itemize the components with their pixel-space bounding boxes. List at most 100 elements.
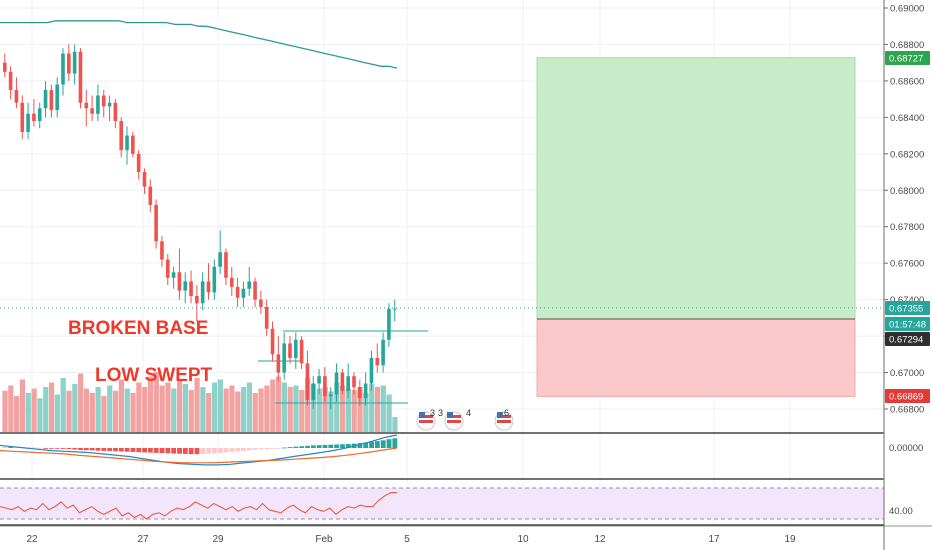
candle-body [259, 299, 263, 307]
volume-bar [386, 394, 392, 432]
volume-bar [31, 388, 37, 432]
candle-body [305, 363, 310, 400]
macd-histogram-bar [31, 447, 37, 449]
candle-body [67, 53, 71, 74]
time-tick-label: 5 [404, 534, 410, 545]
macd-histogram-bar [171, 448, 177, 454]
volume-bar [182, 384, 189, 432]
price-tick-label: 0.67400 [890, 295, 924, 306]
volume-bar [66, 390, 72, 432]
candle-body [131, 135, 135, 154]
macd-line [0, 434, 398, 466]
candle-body [369, 357, 374, 384]
volume-bar [142, 387, 148, 432]
macd-histogram-bar [165, 448, 171, 454]
flag-stripe [419, 420, 433, 423]
price-tick-label: 0.68800 [890, 40, 924, 51]
candle-body [189, 281, 193, 296]
long-position-tool[interactable] [536, 57, 856, 397]
time-axis[interactable]: 22 27 29 Feb 5 10 12 17 19 [0, 525, 932, 545]
price-tag-label: 0.67294 [889, 335, 923, 346]
volume-bar [293, 385, 299, 432]
price-tag-label: 0.66869 [889, 392, 923, 403]
price-axis[interactable]: 0.69000 0.68800 0.68600 0.68400 0.68200 0.680… [884, 4, 924, 416]
candle-body [218, 252, 222, 267]
candle-body [276, 354, 281, 373]
macd-histogram-bar [182, 448, 188, 454]
candle-body [154, 204, 158, 242]
candle-body [346, 376, 350, 391]
price-tag [885, 389, 930, 403]
price-tag-label: 01:57:48 [889, 320, 926, 331]
macd-histogram-bar [217, 448, 223, 453]
volume-bar [281, 382, 287, 432]
candle-body [49, 90, 54, 111]
macd-histogram-bar [83, 448, 89, 451]
volume-bar [60, 378, 66, 432]
candle-body [311, 383, 316, 400]
time-tick-label: 29 [212, 534, 224, 545]
macd-histogram-bar [363, 442, 369, 448]
volume-bar [188, 390, 194, 432]
macd-histogram-bar [270, 448, 276, 449]
flag-canton [419, 412, 425, 418]
volume-bar [48, 382, 55, 432]
macd-histogram-bar [241, 448, 246, 451]
volume-bar [37, 398, 43, 432]
loss-zone [536, 318, 856, 397]
macd-histogram-bar [235, 448, 241, 452]
macd-histogram-bar [124, 448, 130, 452]
candle-body [264, 306, 269, 329]
macd-histogram-bar [316, 445, 322, 448]
macd-histogram-bar [177, 448, 182, 454]
volume-bar [14, 396, 20, 432]
volume-bars [2, 372, 398, 432]
volume-bar [345, 388, 351, 432]
candle-body [375, 357, 380, 366]
volume-bar [153, 372, 159, 432]
macd-pane [0, 434, 398, 466]
candle-body [14, 90, 19, 103]
macd-histogram-bar [194, 448, 200, 455]
moving-average [0, 20, 398, 69]
candle-body [328, 394, 333, 397]
macd-histogram-bar [43, 448, 49, 449]
macd-histogram-bar [276, 448, 281, 449]
macd-histogram-bar [369, 441, 374, 448]
volume-bar [351, 390, 357, 432]
volume-bar [194, 378, 200, 432]
macd-histogram-bar [258, 448, 264, 450]
macd-histogram-bar [136, 448, 142, 453]
macd-histogram-bar [299, 446, 305, 448]
macd-histogram-bar [229, 448, 235, 452]
macd-histogram-bar [328, 444, 334, 448]
candle-body [352, 376, 356, 388]
macd-histogram-bar [188, 448, 194, 455]
macd-histogram-bar [357, 443, 363, 448]
macd-histogram-bar [293, 446, 299, 448]
macd-histogram-bar [60, 448, 66, 449]
candle-body [381, 339, 385, 366]
price-tick-label: 0.67000 [890, 368, 924, 379]
macd-histogram-bar [322, 444, 328, 448]
annotation-low-swept: LOW SWEPT [95, 365, 213, 386]
flag-stripe [447, 420, 461, 423]
event-count: 3 [438, 408, 443, 418]
volume-bar [246, 382, 253, 432]
macd-histogram-bar [113, 448, 118, 452]
candle-body [90, 108, 94, 114]
volume-bar [223, 388, 229, 432]
volume-bar [43, 387, 49, 432]
candle-body [61, 53, 65, 85]
macd-histogram-bar [130, 448, 136, 452]
volume-bar [107, 385, 113, 432]
price-tick-label: 0.67800 [890, 222, 924, 233]
volume-bar [89, 393, 95, 432]
macd-histogram-bar [54, 448, 60, 449]
macd-histogram-bar [101, 448, 107, 451]
flag-stripe [419, 415, 433, 418]
volume-bar [252, 393, 258, 432]
macd-histogram-bar [148, 448, 153, 453]
